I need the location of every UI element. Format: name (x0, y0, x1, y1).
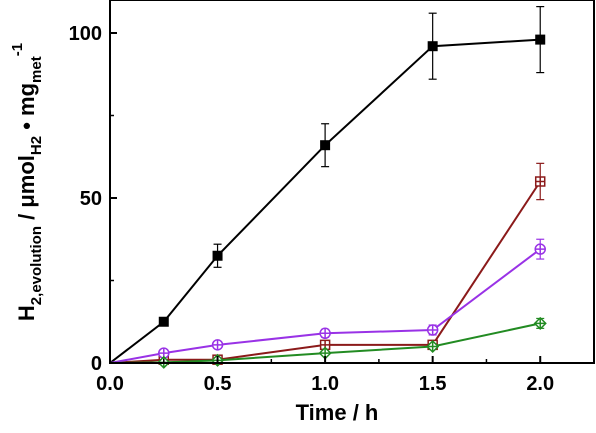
series-line (109, 248, 541, 364)
chart-marks (109, 5, 547, 369)
marker-cross (213, 340, 223, 350)
data-point (319, 327, 331, 340)
data-point (426, 324, 439, 336)
y-axis-title: H2,evolution / μmolH2 • mgmet-1 (9, 43, 45, 321)
data-point (320, 140, 331, 151)
data-point (158, 316, 169, 327)
data-point (211, 339, 224, 351)
marker-cross (427, 341, 439, 352)
y-tick-label: 50 (80, 188, 102, 210)
x-tick-label: 0.5 (204, 373, 232, 395)
y-tick-label: 0 (91, 353, 102, 375)
y-tick-label: 100 (69, 23, 102, 45)
data-point (426, 339, 440, 354)
data-point (533, 316, 547, 330)
x-tick-label: 0.0 (96, 373, 124, 395)
series-line (109, 38, 541, 364)
data-point (534, 176, 546, 187)
data-point (535, 34, 546, 45)
marker-cross (428, 325, 438, 335)
x-tick-label: 2.0 (526, 373, 554, 395)
marker-cross (534, 317, 546, 329)
data-point (212, 250, 223, 261)
x-axis-title: Time / h (296, 400, 379, 425)
data-point (427, 41, 438, 52)
x-tick-label: 1.5 (419, 373, 447, 395)
data-point (534, 243, 546, 255)
plot-frame (109, 0, 595, 364)
marker-cross (535, 244, 545, 254)
series-2 (109, 238, 546, 364)
axis-ticks: 0.0 0.5 1.0 1.5 2.0 0 50 100 (69, 23, 555, 395)
x-tick-label: 1.0 (311, 373, 339, 395)
marker-cross (320, 328, 330, 338)
series-0 (109, 5, 546, 364)
marker-cross (535, 177, 545, 186)
